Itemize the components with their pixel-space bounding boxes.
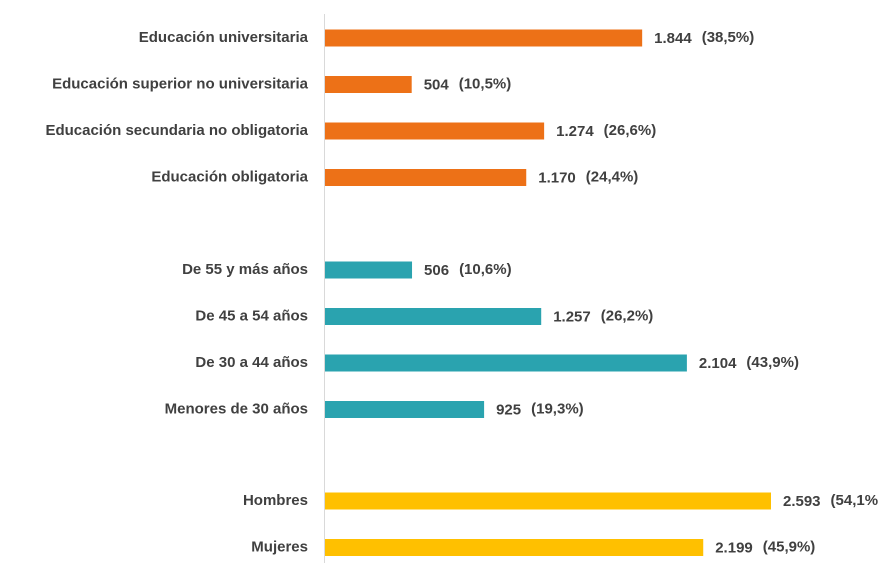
value-label: 1.844	[654, 30, 692, 47]
share-label: (19,3%)	[531, 400, 584, 417]
share-label: (26,2%)	[601, 307, 654, 324]
share-label: (45,9%)	[763, 538, 816, 555]
bar	[325, 261, 413, 279]
bar	[325, 308, 542, 325]
bar	[325, 354, 687, 372]
share-label: (24,4%)	[586, 168, 639, 185]
value-label: 925	[496, 401, 521, 418]
category-label: Educación universitaria	[139, 29, 309, 46]
bar	[325, 76, 412, 93]
category-label: Hombres	[243, 492, 308, 509]
share-label: (43,9%)	[746, 354, 799, 371]
share-label: (10,6%)	[459, 261, 512, 278]
share-label: (26,6%)	[604, 122, 657, 139]
category-label: Educación obligatoria	[151, 168, 308, 185]
share-label: (54,1%	[831, 492, 879, 509]
bar	[325, 169, 527, 186]
category-label: De 45 a 54 años	[195, 307, 308, 324]
value-label: 506	[424, 262, 449, 279]
share-label: (10,5%)	[459, 75, 512, 92]
category-label: Educación secundaria no obligatoria	[45, 122, 308, 139]
bar	[325, 29, 643, 47]
category-label: Educación superior no universitaria	[52, 75, 309, 92]
category-label: Mujeres	[251, 538, 308, 555]
value-label: 1.170	[538, 169, 576, 186]
bar	[325, 401, 485, 418]
value-label: 504	[424, 76, 450, 93]
bar	[325, 539, 704, 556]
value-label: 2.104	[699, 355, 737, 372]
bar	[325, 492, 771, 510]
value-label: 1.257	[553, 308, 591, 325]
share-label: (38,5%)	[702, 29, 755, 46]
value-label: 2.593	[783, 493, 821, 510]
category-label: De 30 a 44 años	[195, 354, 308, 371]
category-label: De 55 y más años	[182, 261, 308, 278]
value-label: 2.199	[715, 539, 753, 556]
bar	[325, 122, 545, 140]
category-label: Menores de 30 años	[165, 400, 308, 417]
value-label: 1.274	[556, 123, 594, 140]
